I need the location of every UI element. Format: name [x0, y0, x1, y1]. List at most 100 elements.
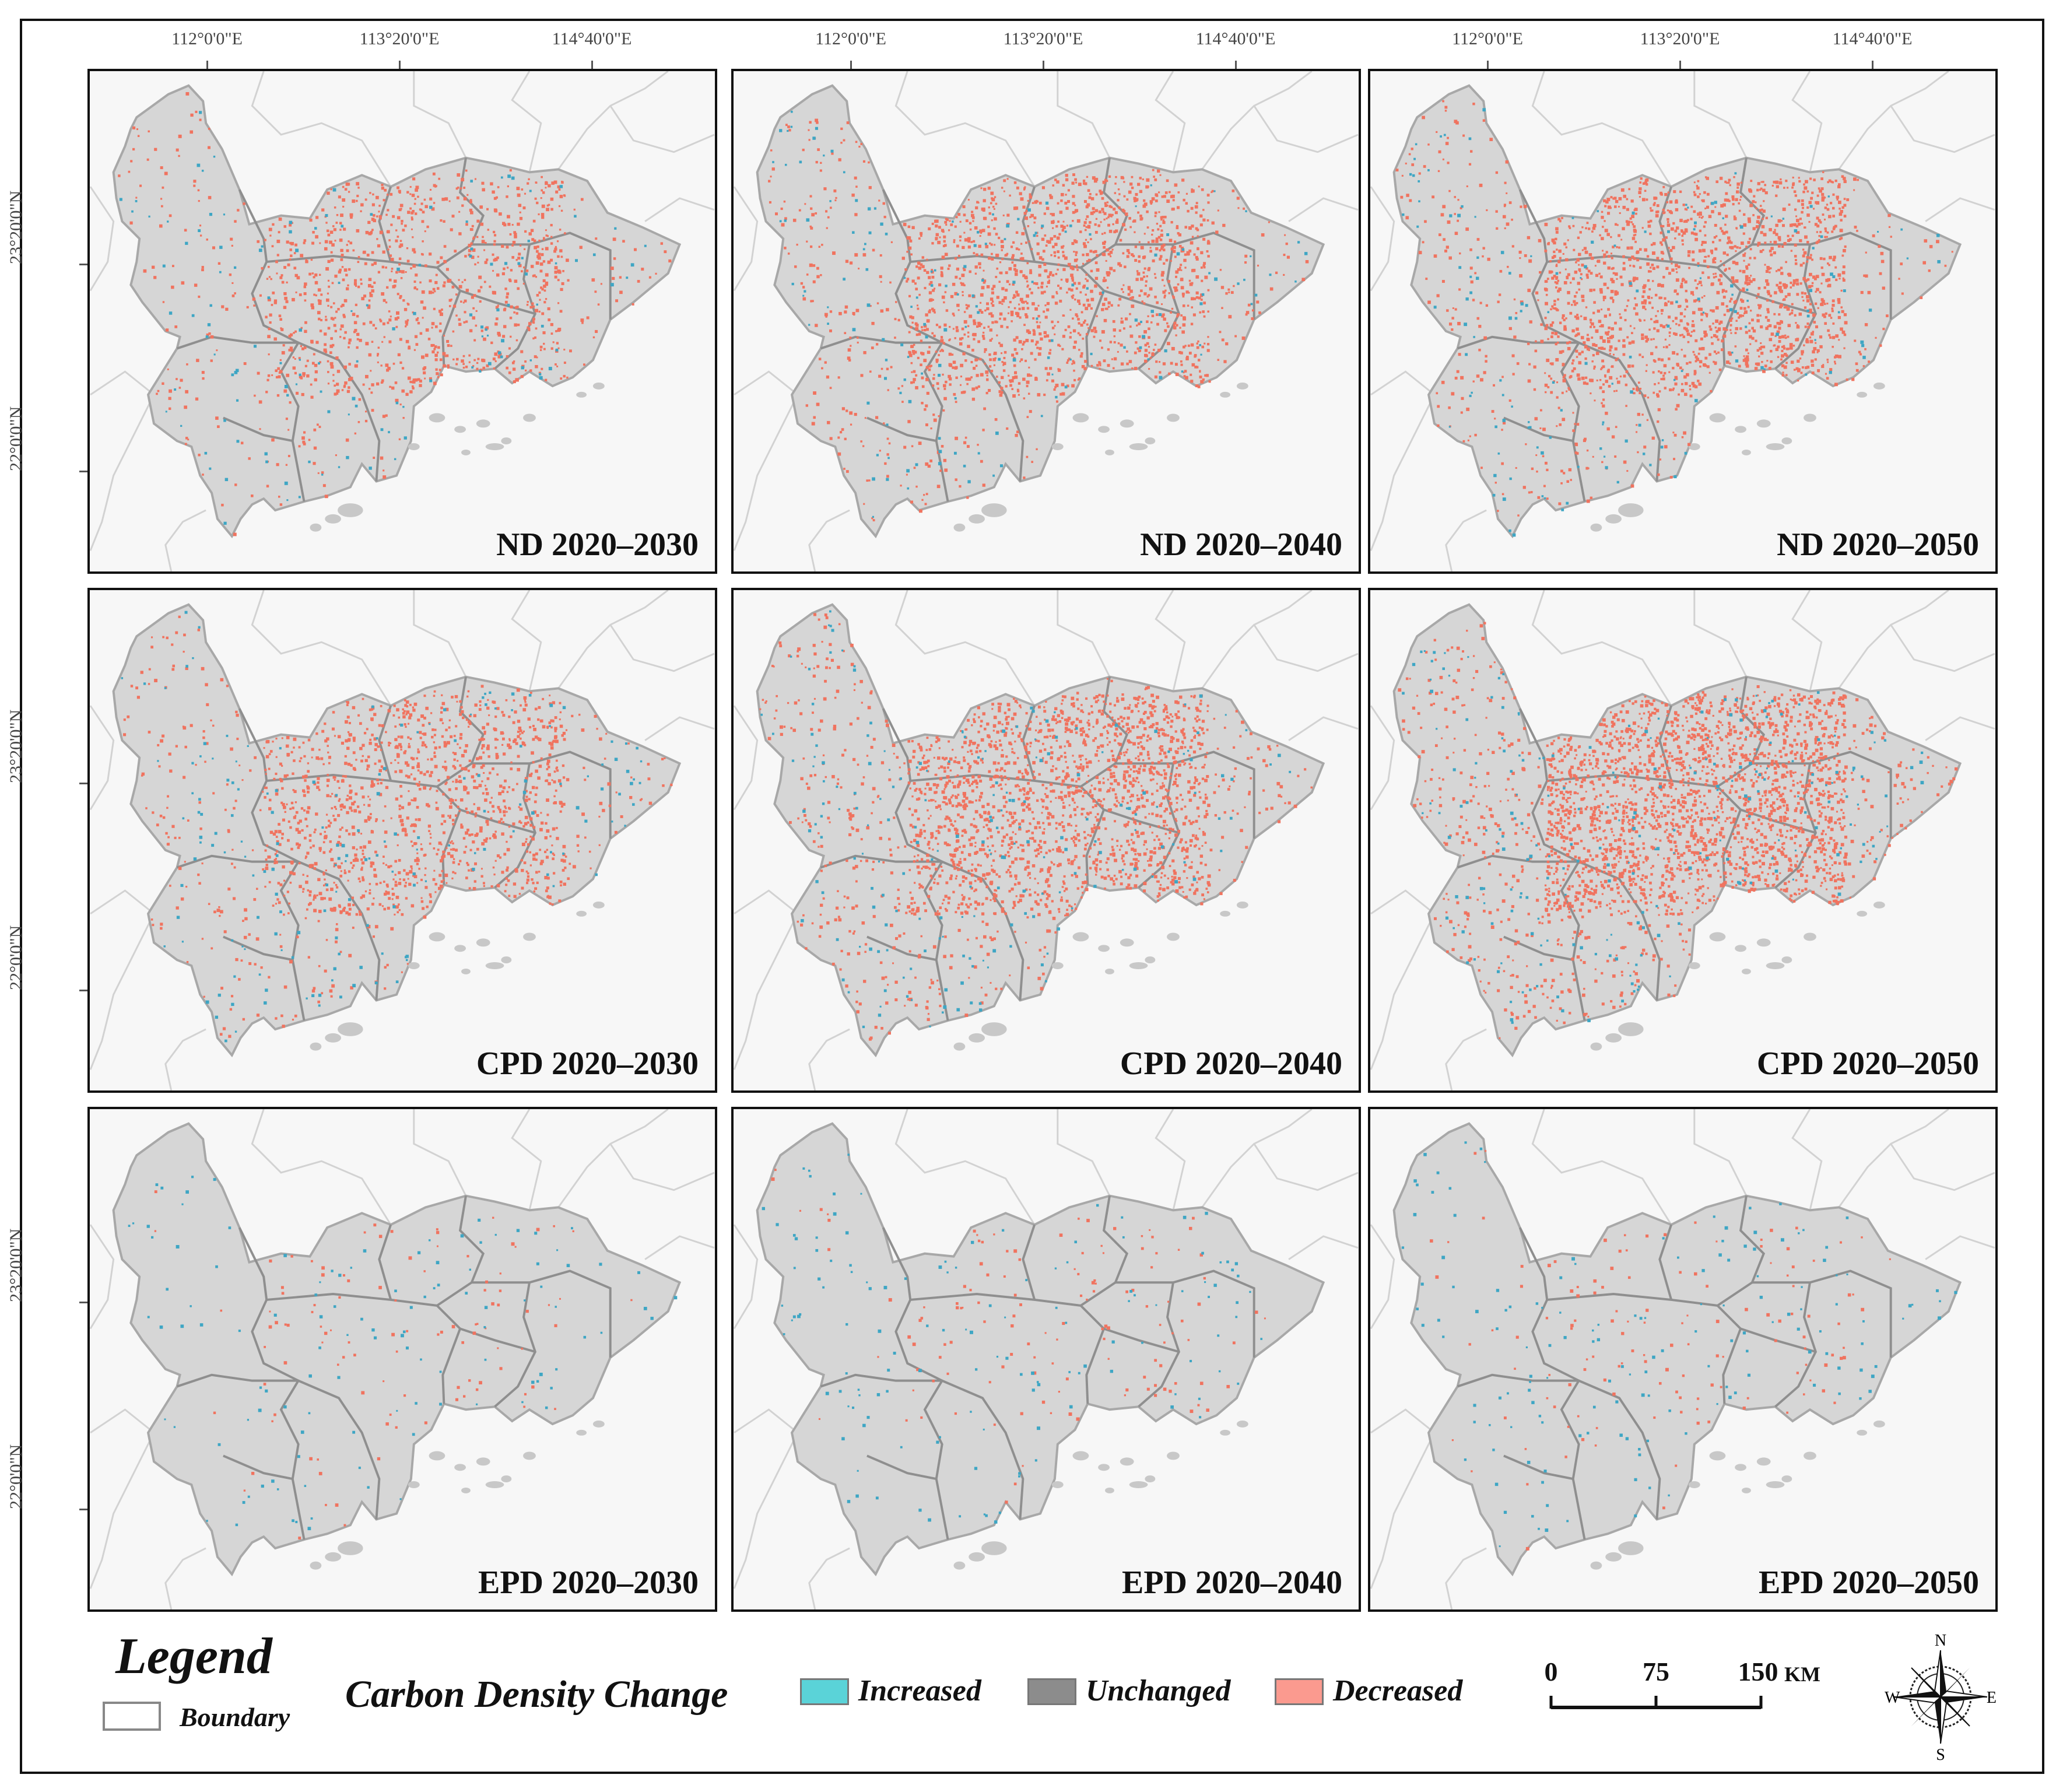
city-boundary: [1080, 676, 1129, 788]
increased-pixels: [762, 1153, 1263, 1524]
surrounding-boundary: [894, 71, 1036, 187]
island: [454, 1464, 466, 1471]
city-boundary: [1717, 157, 1766, 269]
surrounding-boundary: [90, 370, 155, 551]
compass-rose-icon: N S E W: [1882, 1632, 1999, 1764]
city-boundary: [1658, 186, 1673, 262]
surrounding-boundary: [1925, 197, 1995, 222]
scale-bar: 0 75 150 KM: [1539, 1656, 1820, 1726]
island: [485, 443, 504, 450]
surrounding-boundary: [1445, 509, 1487, 571]
study-region: [112, 603, 682, 1058]
island: [1129, 443, 1148, 450]
study-region: [112, 84, 682, 539]
panel-label: CPD 2020–2030: [476, 1046, 699, 1082]
city-boundary: [378, 705, 392, 781]
map-canvas: [1370, 1109, 1995, 1609]
island: [592, 902, 605, 909]
study-region: [756, 84, 1325, 539]
surrounding-boundary: [1155, 1109, 1186, 1211]
latitude-tick-mark: [79, 1509, 87, 1510]
compass-w: W: [1885, 1689, 1900, 1707]
map-canvas: [90, 71, 715, 571]
surrounding-boundary: [609, 1143, 715, 1191]
surrounding-boundary: [1531, 71, 1672, 187]
island: [310, 1561, 322, 1570]
boundary-swatch: [103, 1702, 161, 1731]
city-boundary: [459, 289, 536, 315]
map-panel-6: CPD 2020–2050: [1368, 588, 1998, 1093]
city-boundary: [1560, 861, 1586, 1021]
surrounding-boundary: [1370, 370, 1436, 551]
longitude-tick-label: 112°0'0"E: [815, 29, 886, 48]
longitude-tick-mark: [850, 61, 852, 69]
longitude-tick-label: 114°40'0"E: [1832, 29, 1913, 48]
surrounding-boundary: [413, 1109, 467, 1197]
island: [1236, 902, 1248, 909]
island: [981, 1541, 1007, 1555]
island: [1688, 962, 1700, 969]
island: [953, 1042, 966, 1051]
increased-pixels: [1401, 1141, 1957, 1548]
decreased-label: Decreased: [1333, 1674, 1463, 1707]
island: [1098, 945, 1110, 952]
city-boundary: [223, 935, 293, 962]
longitude-tick-mark: [1872, 61, 1873, 69]
city-boundary: [238, 1227, 299, 1382]
surrounding-boundary: [1693, 1109, 1748, 1197]
scale-tick-0: 0: [1544, 1657, 1558, 1686]
surrounding-boundary: [413, 71, 467, 159]
surrounding-boundary: [1693, 71, 1748, 159]
island: [310, 523, 322, 532]
surrounding-boundary: [1370, 1224, 1395, 1330]
surrounding-boundary: [90, 1408, 155, 1589]
island: [1105, 968, 1114, 974]
city-boundary: [223, 416, 293, 443]
island: [1756, 1457, 1771, 1466]
island: [1857, 391, 1868, 398]
decreased-pixels: [1430, 1150, 1891, 1551]
surrounding-boundary: [90, 1224, 115, 1330]
city-boundary: [1457, 335, 1661, 482]
latitude-tick-label: 23°20'0"N: [6, 190, 26, 264]
surrounding-boundary: [90, 889, 155, 1070]
surrounding-boundary: [1288, 716, 1359, 741]
city-boundary: [1752, 751, 1892, 839]
island: [1220, 910, 1231, 917]
map-canvas: [734, 71, 1359, 571]
island: [338, 503, 363, 517]
island: [408, 962, 420, 969]
city-boundary: [1115, 1270, 1255, 1358]
longitude-tick-label: 113°20'0"E: [1003, 29, 1083, 48]
map-panel-3: ND 2020–2050: [1368, 69, 1998, 574]
city-boundary: [1115, 232, 1255, 320]
city-boundary: [910, 774, 1106, 885]
island: [523, 1451, 536, 1460]
surrounding-boundary: [1838, 590, 1949, 689]
island: [1709, 413, 1726, 423]
city-boundary: [1740, 289, 1816, 315]
island: [1105, 1487, 1114, 1493]
increased-pixels: [1402, 108, 1941, 537]
city-boundary: [378, 186, 392, 262]
island: [485, 1481, 504, 1488]
city-boundary: [923, 342, 949, 502]
surrounding-boundary: [251, 590, 392, 706]
island: [1873, 902, 1885, 909]
island: [338, 1022, 363, 1036]
map-panel-2: ND 2020–2040: [731, 69, 1361, 574]
increased-pixels: [128, 1176, 678, 1531]
island: [325, 1033, 341, 1043]
increased-pixels: [760, 610, 1292, 1029]
decreased-swatch: [1275, 1678, 1324, 1705]
surrounding-boundary: [609, 105, 715, 153]
island: [1781, 956, 1792, 964]
longitude-tick-label: 112°0'0"E: [1452, 29, 1523, 48]
surrounding-boundary: [557, 1109, 669, 1208]
city-boundary: [882, 1227, 943, 1382]
island: [523, 932, 536, 941]
surrounding-boundary: [557, 71, 669, 170]
figure-frame: [20, 19, 2044, 1774]
island: [969, 1033, 985, 1043]
